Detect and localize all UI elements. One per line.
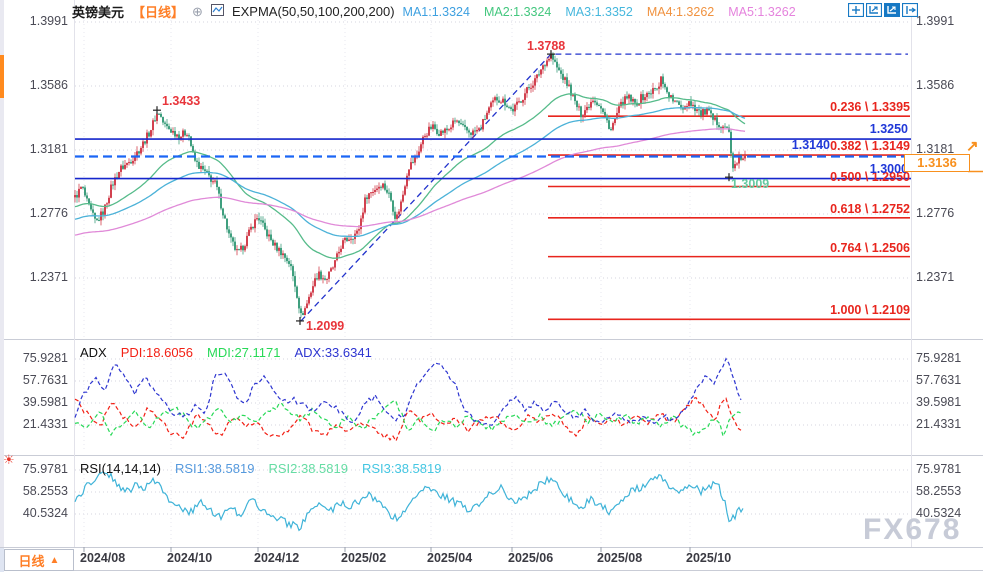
page-forward-icon[interactable]	[901, 2, 919, 18]
fib-level-label: 1.000 \ 1.2109	[830, 303, 910, 318]
price-axis-label-left: 1.3991	[29, 14, 68, 28]
fib-level-label: 0.236 \ 1.3395	[830, 100, 910, 115]
adx-axis-label-left: 75.9281	[22, 351, 68, 365]
period-tag[interactable]: 【日线】	[132, 5, 185, 20]
adx-axis-label-right: 21.4331	[916, 417, 962, 431]
price-axis-label-left: 1.3586	[29, 78, 68, 92]
rsi-axis-label-right: 58.2553	[916, 484, 962, 498]
date-label: 2024/08	[80, 551, 126, 565]
ma-value: MA2:1.3324	[483, 4, 552, 19]
adx-axis-label-left: 21.4331	[22, 417, 68, 431]
adx-title: ADX	[80, 345, 107, 360]
price-axis-label-left: 1.2776	[29, 206, 68, 220]
ma-value: MA5:1.3262	[728, 4, 796, 19]
rsi-axis-label-left: 75.9781	[22, 462, 68, 476]
ma-value: MA1:1.3324	[402, 4, 470, 19]
blue-level-label: 1.3250	[869, 122, 908, 137]
fib-level-label: 0.382 \ 1.3149	[830, 139, 910, 154]
price-annotation: 1.3009	[731, 177, 770, 191]
date-label: 2025/10	[686, 551, 732, 565]
date-label: 2025/02	[341, 551, 387, 565]
rsi3-value: RSI3:38.5819	[361, 461, 442, 476]
rsi-axis-label-right: 75.9781	[916, 462, 962, 476]
date-label: 2024/12	[254, 551, 300, 565]
blue-level-label: 1.3000	[869, 161, 908, 176]
price-up-arrow-icon: ↗	[966, 138, 979, 155]
chart-header: 英镑美元 【日线】 ⊕ EXPMA(50,50,100,200,200) MA1…	[72, 2, 796, 21]
pan-move-icon[interactable]	[847, 2, 865, 18]
fib-level-label: 0.618 \ 1.2752	[830, 201, 910, 216]
fx678-watermark: FX678	[863, 513, 962, 546]
ma-value: MA3:1.3352	[565, 4, 633, 19]
price-axis-label-right: 1.3991	[916, 14, 955, 28]
fib-level-label: 0.764 \ 1.2506	[830, 240, 910, 255]
fib-level-label: 0.500 \ 1.2950	[830, 170, 910, 185]
scale-axis-icon[interactable]	[865, 2, 883, 18]
symbol-title: 英镑美元	[72, 5, 125, 20]
navigator-footer	[0, 548, 4, 572]
adx-mdi-value: MDI:27.1171	[207, 345, 281, 360]
rsi-title: RSI(14,14,14)	[80, 461, 161, 476]
adx-axis-label-left: 57.7631	[22, 373, 68, 387]
indicator-label[interactable]: EXPMA(50,50,100,200,200)	[231, 4, 395, 19]
price-axis-label-right: 1.2371	[916, 270, 955, 284]
rsi-axis-label-left: 58.2553	[22, 484, 68, 498]
adx-axis-label-right: 75.9281	[916, 351, 962, 365]
date-label: 2025/04	[427, 551, 473, 565]
scale-axis-active-icon[interactable]	[883, 2, 901, 18]
date-label: 2024/10	[167, 551, 213, 565]
adx-adx-value: ADX:33.6341	[294, 345, 372, 360]
rsi-axis-label-left: 40.5324	[22, 506, 68, 520]
dashed-level-label: 1.3140	[791, 138, 830, 153]
price-annotation: 1.2099	[306, 319, 345, 333]
price-axis-label-right: 1.3586	[916, 78, 955, 92]
period-selector-label: 日线	[18, 553, 45, 569]
rsi2-value: RSI2:38.5819	[268, 461, 348, 476]
indicator-chart-icon[interactable]	[210, 4, 224, 19]
adx-axis-label-right: 57.7631	[916, 373, 962, 387]
alert-sun-icon[interactable]: ☀	[3, 452, 15, 467]
price-annotation: 1.3788	[527, 39, 566, 53]
rsi-axis-label-right: 40.5324	[916, 506, 962, 520]
date-label: 2025/06	[508, 551, 554, 565]
adx-axis-label-left: 39.5981	[22, 395, 68, 409]
triangle-up-icon: ▲	[49, 554, 60, 566]
adx-indicator-header[interactable]: ADX PDI:18.6056 MDI:27.1171 ADX:33.6341	[80, 345, 372, 360]
adx-axis-label-right: 39.5981	[916, 395, 962, 409]
ma-values: MA1:1.3324 MA2:1.3324 MA3:1.3352 MA4:1.3262…	[403, 5, 796, 19]
link-plus-icon[interactable]: ⊕	[192, 3, 203, 19]
rsi-indicator-header[interactable]: RSI(14,14,14) RSI1:38.5819 RSI2:38.5819 …	[80, 461, 441, 476]
navigator-highlight[interactable]	[0, 55, 4, 98]
last-price-badge: 1.3136	[904, 154, 970, 172]
chart-toolbar	[847, 2, 919, 18]
price-annotation: 1.3433	[162, 94, 201, 108]
price-axis-label-left: 1.2371	[29, 270, 68, 284]
price-axis-label-right: 1.3181	[916, 142, 955, 156]
ma-value: MA4:1.3262	[646, 4, 715, 19]
date-label: 2025/08	[597, 551, 643, 565]
adx-pdi-value: PDI:18.6056	[120, 345, 194, 360]
price-axis-label-left: 1.3181	[29, 142, 68, 156]
price-axis-label-right: 1.2776	[916, 206, 955, 220]
period-selector[interactable]: 日线 ▲	[4, 549, 74, 571]
rsi1-value: RSI1:38.5819	[174, 461, 255, 476]
mini-navigator-strip[interactable]	[0, 0, 4, 572]
